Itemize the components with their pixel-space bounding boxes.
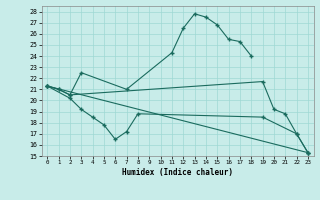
- X-axis label: Humidex (Indice chaleur): Humidex (Indice chaleur): [122, 168, 233, 177]
